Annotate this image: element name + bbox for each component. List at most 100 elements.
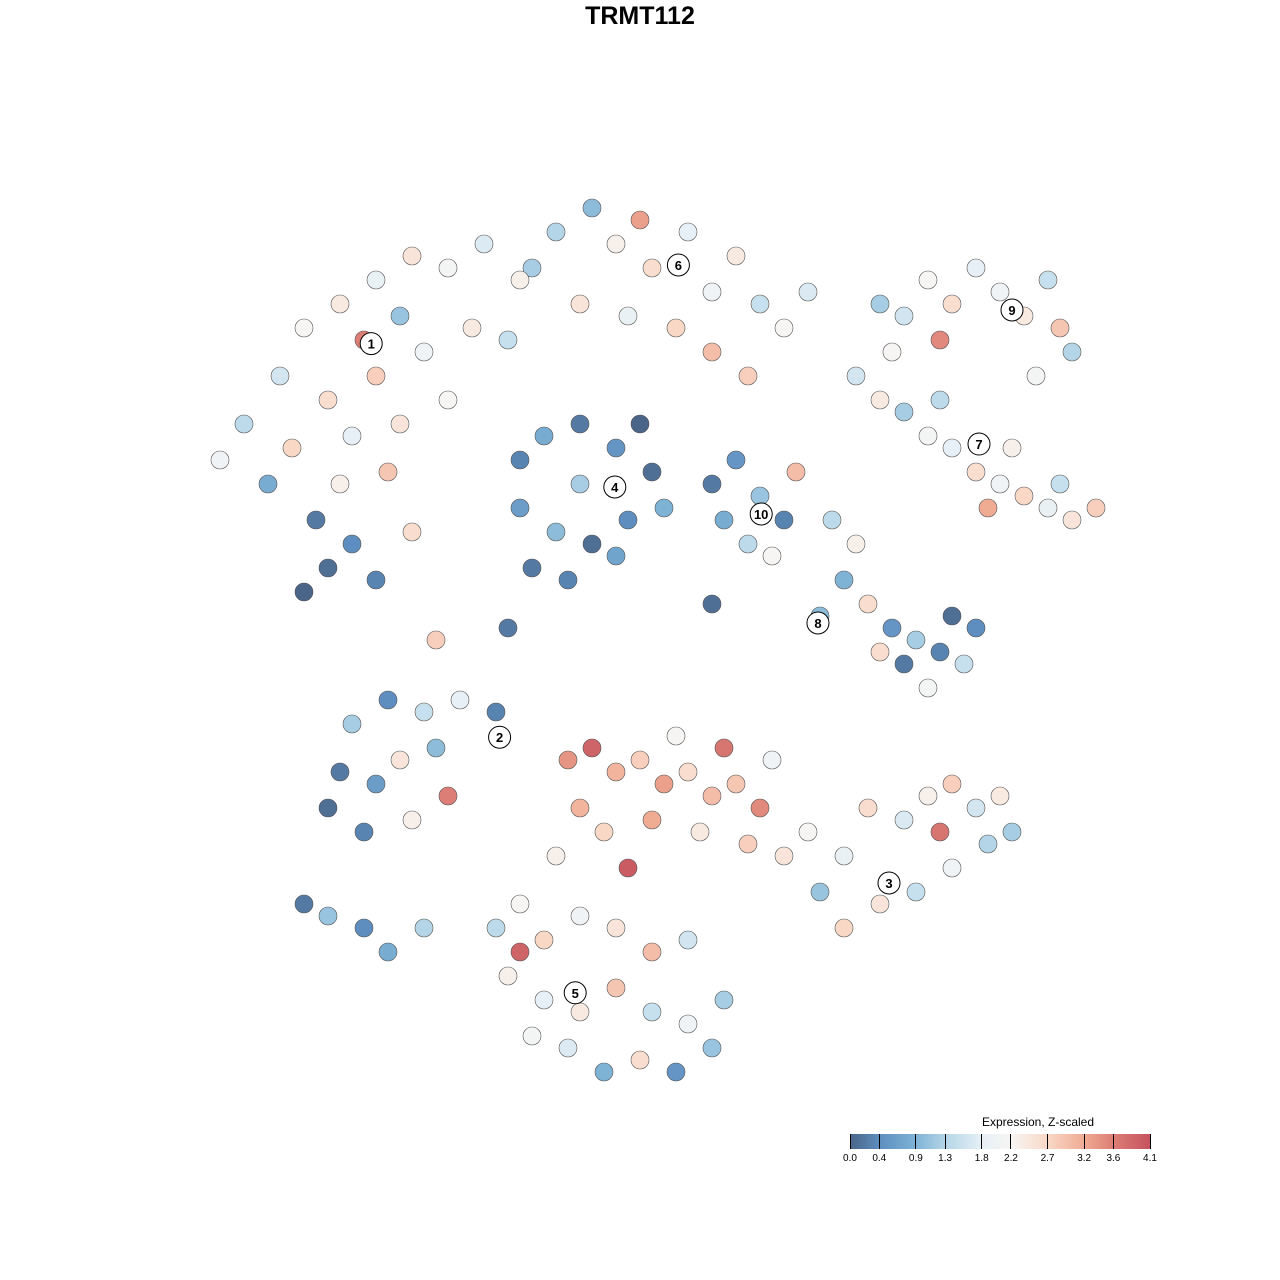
legend-tick-label: 0.0 [843, 1153, 857, 1164]
data-point [630, 210, 650, 230]
data-point [774, 510, 794, 530]
data-point [318, 390, 338, 410]
cluster-label: 6 [666, 253, 690, 277]
data-point [378, 942, 398, 962]
data-point [870, 642, 890, 662]
data-point [942, 606, 962, 626]
legend-tick-label: 0.4 [872, 1153, 887, 1164]
data-point [906, 882, 926, 902]
data-point [834, 570, 854, 590]
data-point [894, 654, 914, 674]
data-point [534, 930, 554, 950]
data-point [882, 342, 902, 362]
data-point [1026, 366, 1046, 386]
cluster-label: 9 [1000, 298, 1024, 322]
data-point [318, 798, 338, 818]
data-point [762, 546, 782, 566]
data-point [1050, 318, 1070, 338]
legend-tick [1010, 1134, 1012, 1149]
data-point [594, 822, 614, 842]
data-point [858, 594, 878, 614]
data-point [294, 894, 314, 914]
data-point [726, 450, 746, 470]
data-point [606, 438, 626, 458]
data-point [678, 762, 698, 782]
data-point [714, 510, 734, 530]
data-point [570, 414, 590, 434]
data-point [918, 786, 938, 806]
data-point [1038, 270, 1058, 290]
data-point [558, 750, 578, 770]
data-point [366, 366, 386, 386]
data-point [978, 498, 998, 518]
data-point [978, 834, 998, 854]
data-point [1086, 498, 1106, 518]
data-point [630, 750, 650, 770]
data-point [618, 858, 638, 878]
data-point [414, 918, 434, 938]
data-point [546, 522, 566, 542]
data-point [846, 534, 866, 554]
data-point [534, 990, 554, 1010]
cluster-label: 4 [603, 475, 627, 499]
data-point [666, 1062, 686, 1082]
legend-tick-label: 3.6 [1106, 1153, 1121, 1164]
data-point [414, 702, 434, 722]
data-point [654, 498, 674, 518]
data-point [366, 570, 386, 590]
data-point [486, 918, 506, 938]
legend-tick [1047, 1134, 1049, 1149]
svg-text:1: 1 [368, 337, 375, 352]
legend-tick-label: 4.1 [1143, 1153, 1157, 1164]
data-point [390, 414, 410, 434]
data-point [426, 630, 446, 650]
data-point [798, 282, 818, 302]
data-point [702, 282, 722, 302]
data-point [438, 258, 458, 278]
data-point [942, 294, 962, 314]
data-point [642, 810, 662, 830]
data-point [234, 414, 254, 434]
data-point [930, 330, 950, 350]
data-point [846, 366, 866, 386]
data-point [630, 414, 650, 434]
legend-colorbar [850, 1134, 1150, 1149]
data-point [450, 690, 470, 710]
data-point [498, 618, 518, 638]
data-point [1014, 486, 1034, 506]
data-point [402, 810, 422, 830]
data-point [546, 222, 566, 242]
data-point [570, 1002, 590, 1022]
data-point [474, 234, 494, 254]
data-point [258, 474, 278, 494]
legend-tick-label: 0.9 [908, 1153, 923, 1164]
data-point [1062, 342, 1082, 362]
data-point [774, 846, 794, 866]
legend-tick [915, 1134, 917, 1149]
data-point [882, 618, 902, 638]
data-point [630, 1050, 650, 1070]
data-point [642, 462, 662, 482]
data-point [510, 270, 530, 290]
data-point [1002, 438, 1022, 458]
data-point [342, 534, 362, 554]
data-point [462, 318, 482, 338]
svg-text:2: 2 [496, 730, 503, 745]
data-point [642, 258, 662, 278]
data-point [294, 582, 314, 602]
data-point [306, 510, 326, 530]
data-point [750, 798, 770, 818]
data-point [738, 834, 758, 854]
data-point [486, 702, 506, 722]
data-point [522, 258, 542, 278]
legend-tick [981, 1134, 983, 1149]
data-point [702, 594, 722, 614]
data-point [966, 618, 986, 638]
data-point [210, 450, 230, 470]
data-point [870, 894, 890, 914]
data-point [438, 390, 458, 410]
data-point [558, 570, 578, 590]
data-point [330, 762, 350, 782]
data-point [966, 798, 986, 818]
